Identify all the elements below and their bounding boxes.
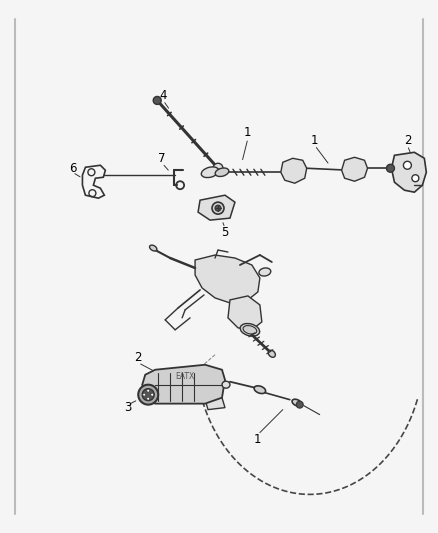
Ellipse shape [215, 168, 229, 176]
Circle shape [143, 393, 146, 396]
Ellipse shape [254, 386, 265, 393]
Text: 1: 1 [254, 433, 261, 446]
Text: 6: 6 [69, 161, 76, 175]
Circle shape [212, 202, 224, 214]
Ellipse shape [259, 268, 271, 276]
Circle shape [403, 161, 411, 169]
Text: 2: 2 [134, 351, 142, 364]
Polygon shape [195, 255, 260, 303]
Polygon shape [205, 398, 225, 410]
Text: 2: 2 [404, 134, 411, 147]
Polygon shape [142, 365, 225, 403]
Text: 5: 5 [221, 225, 229, 239]
Circle shape [147, 389, 150, 392]
Text: 1: 1 [311, 134, 318, 147]
Circle shape [151, 393, 154, 396]
Polygon shape [198, 195, 235, 220]
Circle shape [138, 385, 158, 405]
Polygon shape [228, 296, 262, 330]
Ellipse shape [268, 350, 276, 357]
Text: 4: 4 [159, 89, 167, 102]
Text: 7: 7 [159, 152, 166, 165]
Ellipse shape [222, 381, 230, 388]
Text: 3: 3 [124, 401, 132, 414]
Circle shape [142, 389, 154, 401]
Ellipse shape [292, 399, 301, 406]
Circle shape [296, 401, 303, 408]
Circle shape [213, 163, 223, 173]
Circle shape [386, 164, 395, 172]
Polygon shape [392, 152, 426, 192]
Polygon shape [342, 157, 367, 181]
Ellipse shape [240, 324, 260, 336]
Text: 1: 1 [244, 126, 252, 139]
Circle shape [412, 175, 419, 182]
Circle shape [153, 96, 161, 104]
Text: EATX: EATX [176, 372, 195, 381]
Circle shape [215, 205, 221, 211]
Ellipse shape [201, 167, 219, 177]
Ellipse shape [149, 245, 157, 251]
Circle shape [147, 397, 150, 400]
Polygon shape [281, 158, 307, 183]
